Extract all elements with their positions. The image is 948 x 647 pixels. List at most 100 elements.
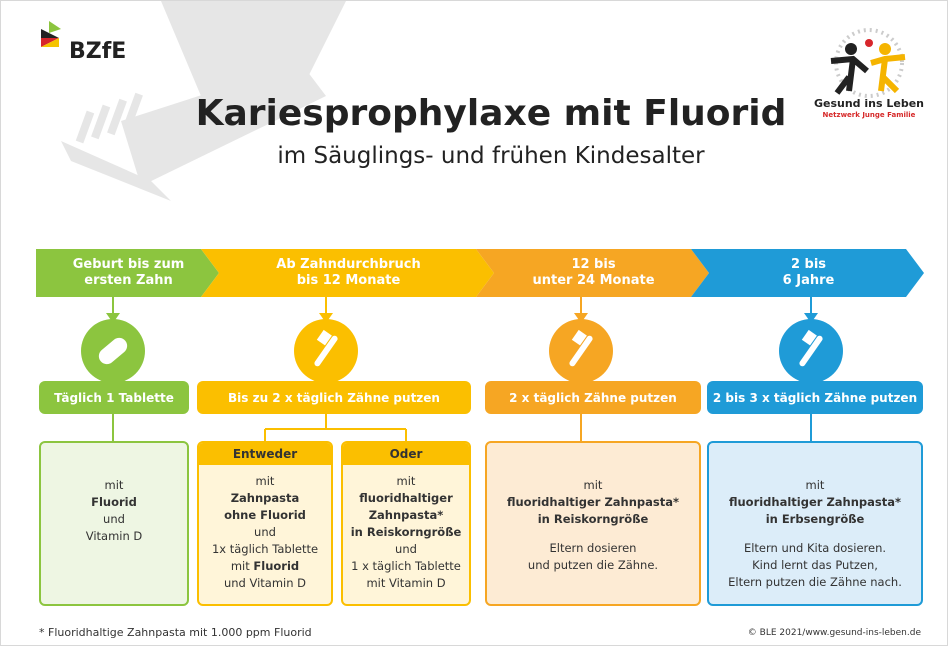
subtitle: im Säuglings- und frühen Kindesalter: [1, 143, 948, 169]
action-label: 2 bis 3 x täglich Zähne putzen: [707, 381, 923, 414]
panel-line: fluoridhaltiger: [343, 490, 469, 507]
panel-line: in Reiskorngröße: [487, 511, 699, 528]
panel-line: ohne Fluorid: [199, 507, 331, 524]
spacer: [487, 443, 699, 477]
panel-line: Eltern putzen die Zähne nach.: [709, 574, 921, 591]
info-panel: mit fluoridhaltiger Zahnpasta* in Erbsengr…: [707, 441, 923, 606]
panel-label: Oder: [343, 443, 469, 465]
panel-text: in Erbsengröße: [766, 512, 865, 526]
panel-text: mit: [397, 474, 416, 488]
info-panel: Entweder mit Zahnpasta ohne Fluorid und 1x tä…: [197, 441, 333, 606]
panel-line: Zahnpasta: [199, 490, 331, 507]
panel-paragraph: mit fluoridhaltiger Zahnpasta* in Erbsengr…: [709, 477, 921, 528]
heading-line: 12 bis: [486, 257, 701, 273]
panel-line: mit: [41, 477, 187, 494]
info-panel: mit fluoridhaltiger Zahnpasta* in Reiskorn…: [485, 441, 701, 606]
footnote: * Fluoridhaltige Zahnpasta mit 1.000 ppm…: [39, 626, 312, 639]
panel-text: mit Vitamin D: [366, 576, 445, 590]
panel-text: fluoridhaltiger Zahnpasta*: [729, 495, 901, 509]
panel-text: und: [103, 512, 125, 526]
panel-line: und: [41, 511, 187, 528]
panel-text: Eltern dosieren: [550, 541, 637, 555]
panel-paragraph: mit fluoridhaltiger Zahnpasta* in Reiskorn…: [487, 477, 699, 528]
title: Kariesprophylaxe mit Fluorid: [1, 93, 948, 134]
panel-text: mit: [105, 478, 124, 492]
panel-line: Zahnpasta*: [343, 507, 469, 524]
panel-line: und: [343, 541, 469, 558]
panel-line: mit: [709, 477, 921, 494]
partner-logo-mark: [831, 30, 905, 96]
panel-line: mit: [343, 473, 469, 490]
panel-line: mit Vitamin D: [343, 575, 469, 592]
panel-text: mit: [806, 478, 825, 492]
panel-line: fluoridhaltiger Zahnpasta*: [709, 494, 921, 511]
heading-line: 2 bis: [701, 257, 916, 273]
panel-text: Eltern und Kita dosieren.: [744, 541, 886, 555]
panel-label: Entweder: [199, 443, 331, 465]
panel-text: fluoridhaltiger Zahnpasta*: [507, 495, 679, 509]
credit: © BLE 2021/www.gesund-ins-leben.de: [748, 628, 921, 638]
panel-text: Zahnpasta: [231, 491, 300, 505]
panel-text: 1 x täglich Tablette: [351, 559, 461, 573]
action-label: 2 x täglich Zähne putzen: [485, 381, 701, 414]
panel-paragraph: mit Fluorid und Vitamin D: [41, 477, 187, 545]
heading-line: unter 24 Monate: [486, 273, 701, 289]
panel-paragraph: Eltern dosieren und putzen die Zähne.: [487, 540, 699, 574]
panel-line: Fluorid: [41, 494, 187, 511]
panel-text: fluoridhaltiger: [359, 491, 453, 505]
panel-line: mit Fluorid: [199, 558, 331, 575]
panel-text: und: [254, 525, 276, 539]
panel-text: in Reiskorngröße: [351, 525, 462, 539]
panel-line: mit: [199, 473, 331, 490]
panel-text: Fluorid: [91, 495, 137, 509]
heading-line: Geburt bis zum: [46, 257, 211, 273]
panel-text: Vitamin D: [86, 529, 143, 543]
panel-paragraph: Eltern und Kita dosieren. Kind lernt das …: [709, 540, 921, 591]
panel-line: Eltern und Kita dosieren.: [709, 540, 921, 557]
panel-line: und: [199, 524, 331, 541]
panel-text: 1x täglich Tablette: [212, 542, 318, 556]
panel-line: 1 x täglich Tablette: [343, 558, 469, 575]
panel-text: mit: [231, 559, 250, 573]
panel-text: mit: [584, 478, 603, 492]
spacer: [41, 443, 187, 477]
info-panel: mit Fluorid und Vitamin D: [39, 441, 189, 606]
action-label: Bis zu 2 x täglich Zähne putzen: [197, 381, 471, 414]
panel-text: ohne Fluorid: [224, 508, 306, 522]
panel-text: und: [395, 542, 417, 556]
heading-line: bis 12 Monate: [211, 273, 486, 289]
panel-text: und putzen die Zähne.: [528, 558, 658, 572]
panel-text: Zahnpasta*: [369, 508, 444, 522]
logo-text: BZfE: [69, 39, 126, 64]
spacer: [709, 443, 921, 477]
panel-text: und Vitamin D: [224, 576, 306, 590]
infographic: BZfE Gesund ins Leben Netzwerk Junge Fam…: [0, 0, 948, 646]
panel-line: in Reiskorngröße: [343, 524, 469, 541]
spacer: [199, 465, 331, 473]
panel-line: 1x täglich Tablette: [199, 541, 331, 558]
panel-paragraph: mit fluoridhaltiger Zahnpasta* in Reiskorng…: [343, 473, 469, 592]
spacer: [343, 465, 469, 473]
panel-text: in Reiskorngröße: [538, 512, 649, 526]
panel-line: Eltern dosieren: [487, 540, 699, 557]
panel-text: Eltern putzen die Zähne nach.: [728, 575, 902, 589]
panel-line: und Vitamin D: [199, 575, 331, 592]
bzfe-logo-mark: [41, 21, 61, 47]
panel-line: Kind lernt das Putzen,: [709, 557, 921, 574]
action-label: Täglich 1 Tablette: [39, 381, 189, 414]
panel-text: mit: [256, 474, 275, 488]
info-panel: Oder mit fluoridhaltiger Zahnpasta* in Reisk…: [341, 441, 471, 606]
panel-line: Vitamin D: [41, 528, 187, 545]
panel-text: Fluorid: [253, 559, 299, 573]
panel-line: in Erbsengröße: [709, 511, 921, 528]
heading-line: ersten Zahn: [46, 273, 211, 289]
heading-line: Ab Zahndurchbruch: [211, 257, 486, 273]
panel-line: fluoridhaltiger Zahnpasta*: [487, 494, 699, 511]
panel-paragraph: mit Zahnpasta ohne Fluorid und 1x täglich Ta…: [199, 473, 331, 592]
heading-line: 6 Jahre: [701, 273, 916, 289]
panel-line: und putzen die Zähne.: [487, 557, 699, 574]
